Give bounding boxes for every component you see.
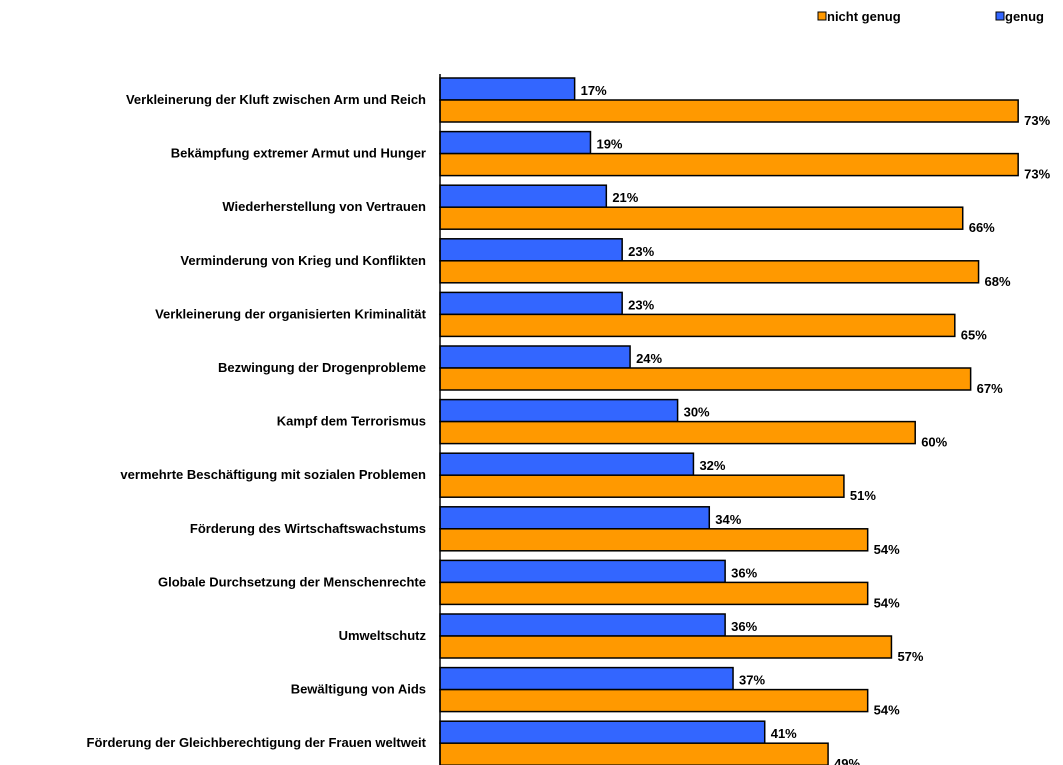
value-label-nicht-genug-verkleinerung-der-kluft-zwischen-arm-und-reich: 73%: [1024, 113, 1050, 128]
bar-nicht-genug-globale-durchsetzung-der-menschenrechte: [439, 581, 869, 606]
category-labels: Verkleinerung der Kluft zwischen Arm und…: [87, 92, 427, 750]
category-label-umweltschutz: Umweltschutz: [339, 628, 427, 643]
value-label-genug-wiederherstellung-von-vertrauen: 21%: [612, 190, 638, 205]
bar-genug-bewaltigung-von-aids: [439, 666, 734, 691]
value-label-nicht-genug-verminderung-von-krieg-und-konflikten: 68%: [985, 274, 1011, 289]
value-label-genug-forderung-der-gleichberechtigung-der-frauen-weltweit: 41%: [771, 726, 797, 741]
value-label-genug-verkleinerung-der-kluft-zwischen-arm-und-reich: 17%: [581, 83, 607, 98]
category-label-forderung-des-wirtschaftswachstums: Förderung des Wirtschaftswachstums: [190, 521, 426, 536]
legend-label-nicht-genug: nicht genug: [827, 9, 901, 24]
bar-genug-verkleinerung-der-kluft-zwischen-arm-und-reich: [439, 77, 576, 101]
bar-nicht-genug-vermehrte-beschaftigung-mit-sozialen-problemen: [439, 474, 845, 498]
category-label-bekampfung-extremer-armut-und-hunger: Bekämpfung extremer Armut und Hunger: [171, 146, 426, 161]
value-label-nicht-genug-vermehrte-beschaftigung-mit-sozialen-problemen: 51%: [850, 488, 876, 503]
bar-nicht-genug-bewaltigung-von-aids: [439, 688, 869, 713]
bar-genug-bezwingung-der-drogenprobleme: [439, 345, 631, 369]
value-label-nicht-genug-forderung-des-wirtschaftswachstums: 54%: [874, 542, 900, 557]
value-label-genug-verminderung-von-krieg-und-konflikten: 23%: [628, 244, 654, 259]
value-label-genug-bewaltigung-von-aids: 37%: [739, 673, 765, 688]
bar-genug-forderung-des-wirtschaftswachstums: [439, 506, 711, 530]
value-label-genug-bekampfung-extremer-armut-und-hunger: 19%: [596, 137, 622, 152]
value-label-genug-verkleinerung-der-organisierten-kriminalitat: 23%: [628, 297, 654, 312]
value-label-nicht-genug-bezwingung-der-drogenprobleme: 67%: [977, 381, 1003, 396]
value-label-genug-vermehrte-beschaftigung-mit-sozialen-problemen: 32%: [699, 458, 725, 473]
value-label-nicht-genug-globale-durchsetzung-der-menschenrechte: 54%: [874, 595, 900, 610]
legend-label-genug: genug: [1005, 9, 1044, 24]
bar-genug-vermehrte-beschaftigung-mit-sozialen-problemen: [439, 452, 695, 476]
category-label-forderung-der-gleichberechtigung-der-frauen-weltweit: Förderung der Gleichberechtigung der Fra…: [87, 735, 427, 750]
bar-nicht-genug-verkleinerung-der-kluft-zwischen-arm-und-reich: [439, 99, 1019, 123]
bar-genug-bekampfung-extremer-armut-und-hunger: [439, 130, 592, 155]
value-label-nicht-genug-kampf-dem-terrorismus: 60%: [921, 435, 947, 450]
category-label-wiederherstellung-von-vertrauen: Wiederherstellung von Vertrauen: [222, 199, 426, 214]
bar-nicht-genug-verkleinerung-der-organisierten-kriminalitat: [439, 313, 956, 338]
bar-nicht-genug-forderung-der-gleichberechtigung-der-frauen-weltweit: [439, 742, 829, 765]
bar-nicht-genug-umweltschutz: [439, 635, 893, 659]
value-label-nicht-genug-wiederherstellung-von-vertrauen: 66%: [969, 220, 995, 235]
value-label-genug-forderung-des-wirtschaftswachstums: 34%: [715, 512, 741, 527]
value-label-genug-kampf-dem-terrorismus: 30%: [684, 405, 710, 420]
value-label-genug-globale-durchsetzung-der-menschenrechte: 36%: [731, 565, 757, 580]
bar-nicht-genug-bezwingung-der-drogenprobleme: [439, 367, 972, 391]
bar-genug-umweltschutz: [439, 613, 726, 637]
bar-genug-verkleinerung-der-organisierten-kriminalitat: [439, 291, 623, 316]
value-label-nicht-genug-verkleinerung-der-organisierten-kriminalitat: 65%: [961, 327, 987, 342]
value-label-nicht-genug-umweltschutz: 57%: [897, 649, 923, 664]
legend: nicht genug genug: [817, 9, 1044, 24]
category-label-bezwingung-der-drogenprobleme: Bezwingung der Drogenprobleme: [218, 360, 426, 375]
category-label-vermehrte-beschaftigung-mit-sozialen-problemen: vermehrte Beschäftigung mit sozialen Pro…: [120, 467, 426, 482]
bar-nicht-genug-bekampfung-extremer-armut-und-hunger: [439, 152, 1019, 177]
category-label-verminderung-von-krieg-und-konflikten: Verminderung von Krieg und Konflikten: [180, 253, 426, 268]
bar-genug-kampf-dem-terrorismus: [439, 398, 679, 423]
bar-nicht-genug-wiederherstellung-von-vertrauen: [439, 206, 964, 230]
category-label-verkleinerung-der-kluft-zwischen-arm-und-reich: Verkleinerung der Kluft zwischen Arm und…: [126, 92, 426, 107]
bar-genug-verminderung-von-krieg-und-konflikten: [439, 238, 623, 262]
legend-swatch-genug: [995, 11, 1005, 21]
value-label-genug-bezwingung-der-drogenprobleme: 24%: [636, 351, 662, 366]
category-label-verkleinerung-der-organisierten-kriminalitat: Verkleinerung der organisierten Kriminal…: [155, 306, 427, 321]
bar-nicht-genug-verminderung-von-krieg-und-konflikten: [439, 260, 980, 284]
bar-nicht-genug-forderung-des-wirtschaftswachstums: [439, 528, 869, 552]
value-label-nicht-genug-bekampfung-extremer-armut-und-hunger: 73%: [1024, 167, 1050, 182]
category-label-bewaltigung-von-aids: Bewältigung von Aids: [291, 682, 426, 697]
bar-genug-globale-durchsetzung-der-menschenrechte: [439, 559, 726, 584]
bar-nicht-genug-kampf-dem-terrorismus: [439, 420, 916, 445]
value-label-nicht-genug-forderung-der-gleichberechtigung-der-frauen-weltweit: 49%: [834, 756, 860, 765]
value-label-genug-umweltschutz: 36%: [731, 619, 757, 634]
category-label-globale-durchsetzung-der-menschenrechte: Globale Durchsetzung der Menschenrechte: [158, 574, 426, 589]
bars: [439, 77, 1019, 765]
value-labels: 17% 73% 19% 73% 21% 66% 23% 68% 23% 65% 24% 67% 30% 6…: [581, 83, 1051, 765]
value-label-nicht-genug-bewaltigung-von-aids: 54%: [874, 703, 900, 718]
bar-genug-wiederherstellung-von-vertrauen: [439, 184, 608, 208]
category-label-kampf-dem-terrorismus: Kampf dem Terrorismus: [277, 414, 426, 429]
legend-swatch-nicht-genug: [817, 11, 827, 21]
bar-genug-forderung-der-gleichberechtigung-der-frauen-weltweit: [439, 720, 766, 744]
